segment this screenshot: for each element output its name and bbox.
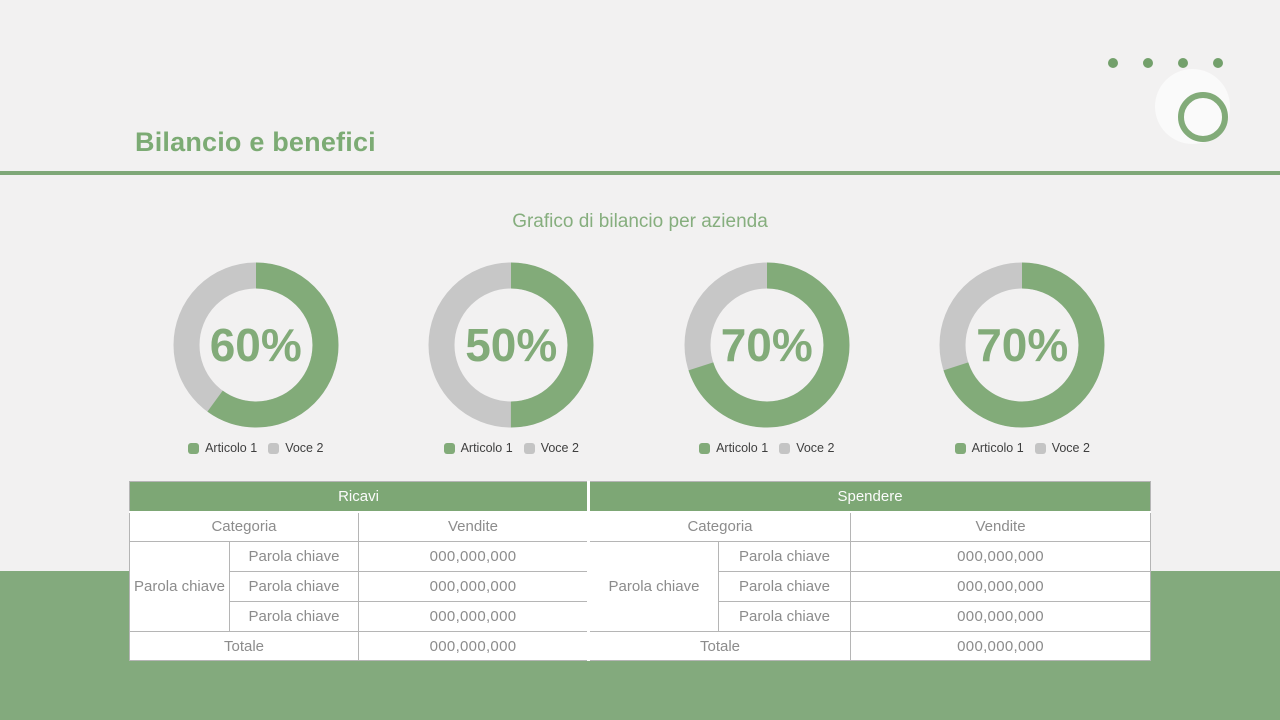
donut-percent-label: 50% xyxy=(465,319,558,371)
legend-swatch-green xyxy=(443,442,455,454)
value-cell: 000,000,000 xyxy=(849,571,1152,602)
donut-legend: Articolo 1 Voce 2 xyxy=(699,441,834,455)
donut-ring-3: 70% xyxy=(684,262,850,428)
table-total-row: Totale 000,000,000 Totale 000,000,000 xyxy=(129,631,1152,661)
donut-percent-label: 70% xyxy=(976,319,1069,371)
donut-legend: Articolo 1 Voce 2 xyxy=(188,441,323,455)
group-label-cell: Parola chiave xyxy=(587,541,719,632)
value-cell: 000,000,000 xyxy=(358,541,589,572)
donut-chart-2: 50% Articolo 1 Voce 2 xyxy=(384,262,640,455)
keyword-cell: Parola chiave xyxy=(229,541,359,572)
value-cell: 000,000,000 xyxy=(358,601,589,632)
legend-label: Voce 2 xyxy=(285,441,324,455)
donut-chart-3: 70% Articolo 1 Voce 2 xyxy=(639,262,895,455)
keyword-cell: Parola chiave xyxy=(718,571,851,602)
keyword-cell: Parola chiave xyxy=(718,601,851,632)
group-label-cell: Parola chiave xyxy=(129,541,230,632)
column-header-vendite: Vendite xyxy=(849,511,1152,542)
donut-percent-label: 60% xyxy=(209,319,302,371)
table-row: Parola chiave 000,000,000 Parola chiave … xyxy=(130,601,1152,632)
donut-percent-label: 70% xyxy=(720,319,813,371)
total-label-cell: Totale xyxy=(587,631,851,661)
column-header-vendite: Vendite xyxy=(358,511,589,542)
donut-chart-4: 70% Articolo 1 Voce 2 xyxy=(895,262,1151,455)
legend-swatch-gray xyxy=(268,442,280,454)
value-cell: 000,000,000 xyxy=(849,541,1152,572)
table-section-header-spendere: Spendere xyxy=(586,481,1152,513)
donut-legend: Articolo 1 Voce 2 xyxy=(443,441,579,455)
decor-dots xyxy=(1108,58,1223,68)
keyword-cell: Parola chiave xyxy=(229,601,359,632)
legend-label: Articolo 1 xyxy=(460,441,513,455)
table-section-header-ricavi: Ricavi xyxy=(129,481,589,513)
decor-dot xyxy=(1178,58,1188,68)
legend-swatch-green xyxy=(699,442,711,454)
donut-ring-4: 70% xyxy=(939,262,1105,428)
keyword-cell: Parola chiave xyxy=(718,541,851,572)
title-divider-line xyxy=(0,171,1280,175)
decor-dot xyxy=(1213,58,1223,68)
total-value-cell: 000,000,000 xyxy=(849,631,1152,661)
legend-swatch-green xyxy=(188,442,200,454)
legend-label: Voce 2 xyxy=(796,441,835,455)
column-header-categoria: Categoria xyxy=(587,511,851,542)
decor-dot xyxy=(1143,58,1153,68)
keyword-cell: Parola chiave xyxy=(229,571,359,602)
donut-ring-1: 60% xyxy=(173,262,339,428)
legend-label: Voce 2 xyxy=(540,441,579,455)
legend-label: Articolo 1 xyxy=(971,441,1024,455)
chart-title: Grafico di bilancio per azienda xyxy=(512,211,768,232)
value-cell: 000,000,000 xyxy=(358,571,589,602)
table-row: Parola chiave Parola chiave 000,000,000 … xyxy=(129,541,1152,632)
decor-ring-circle-icon xyxy=(1178,92,1228,142)
legend-label: Articolo 1 xyxy=(205,441,258,455)
donut-legend: Articolo 1 Voce 2 xyxy=(954,441,1090,455)
legend-label: Articolo 1 xyxy=(716,441,769,455)
donut-chart-1: 60% Articolo 1 Voce 2 xyxy=(128,262,384,455)
column-header-categoria: Categoria xyxy=(129,511,359,542)
donut-charts-row: 60% Articolo 1 Voce 2 50% Articolo 1 xyxy=(128,262,1150,455)
table-row: Parola chiave 000,000,000 Parola chiave … xyxy=(130,571,1152,602)
value-cell: 000,000,000 xyxy=(849,601,1152,632)
donut-ring-2: 50% xyxy=(428,262,594,428)
decor-dot xyxy=(1108,58,1118,68)
legend-label: Voce 2 xyxy=(1051,441,1090,455)
legend-swatch-gray xyxy=(779,442,791,454)
total-label-cell: Totale xyxy=(129,631,359,661)
total-value-cell: 000,000,000 xyxy=(358,631,589,661)
page-title: Bilancio e benefici xyxy=(135,127,376,157)
balance-table: Ricavi Spendere Categoria Vendite Catego… xyxy=(129,481,1152,661)
legend-swatch-gray xyxy=(523,442,535,454)
legend-swatch-gray xyxy=(1034,442,1046,454)
legend-swatch-green xyxy=(954,442,966,454)
